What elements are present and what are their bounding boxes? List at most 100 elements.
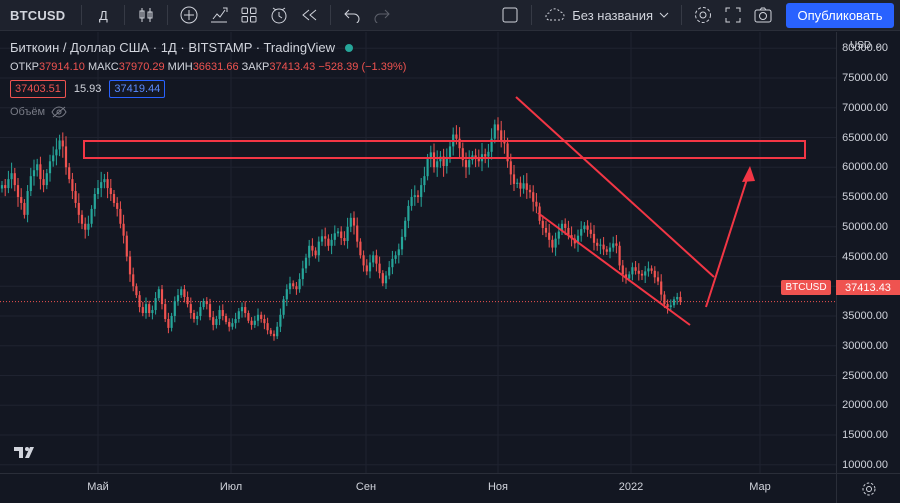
candle-body (442, 156, 445, 167)
candle-body (359, 241, 362, 256)
candle-body (327, 238, 330, 246)
high-label: МАКС (87, 61, 119, 73)
time-scale[interactable]: Май Июл Сен Ноя 2022 Мар (0, 473, 836, 503)
price-scale[interactable]: 80000.00 75000.00 70000.00 65000.00 60000.00… (836, 32, 900, 473)
indicators-plus-icon[interactable] (174, 0, 204, 31)
candle-body (413, 195, 416, 197)
candle-body (596, 242, 599, 246)
candle-body (112, 194, 116, 203)
instrument-title: Биткоин / Доллар США · 1Д · BITSTAMP · T… (10, 40, 335, 55)
candle-body (122, 223, 125, 236)
replay-rewind-icon[interactable] (294, 0, 324, 31)
candle-body (372, 255, 375, 263)
candle-body (279, 314, 282, 327)
candle-body (42, 179, 45, 186)
candle-body (490, 138, 493, 152)
candle-body (253, 320, 256, 325)
candle-body (71, 179, 74, 192)
candle-body (522, 183, 525, 189)
candle-body (599, 244, 602, 246)
currency-selector[interactable]: USD ⌄ (850, 40, 882, 51)
candle-body (349, 217, 352, 227)
candle-body (0, 185, 4, 189)
redo-icon[interactable] (367, 0, 397, 31)
candle-body (100, 182, 103, 189)
candle-body (96, 188, 100, 195)
candle-body (218, 310, 221, 319)
time-tick-label: Май (87, 481, 109, 493)
buy-price-button[interactable]: 37419.44 (109, 80, 166, 98)
toolbar-divider (681, 5, 682, 25)
candle-body (608, 247, 612, 252)
fullscreen-icon[interactable] (718, 0, 748, 31)
candle-body (458, 138, 461, 149)
time-tick-label: 2022 (618, 481, 644, 493)
open-label: ОТКР (10, 61, 40, 73)
candle-body (576, 235, 580, 244)
candle-body (48, 161, 52, 174)
candle-body (362, 255, 365, 266)
candle-body (247, 313, 250, 321)
candle-body (208, 304, 212, 318)
forecast-arrow-head (742, 166, 755, 182)
candle-body (228, 321, 231, 327)
forecast-arrow-line (705, 175, 749, 308)
settings-gear-icon[interactable] (688, 0, 718, 31)
candle-body (125, 235, 128, 257)
candle-body (503, 141, 506, 144)
publish-button[interactable]: Опубликовать (786, 3, 894, 28)
candle-body (400, 236, 404, 250)
candle-body (109, 188, 112, 195)
toolbar-divider (81, 5, 83, 25)
candle-body (212, 317, 215, 325)
candle-body (621, 265, 624, 275)
candle-body (304, 257, 308, 269)
eye-hidden-icon[interactable] (51, 106, 67, 118)
candle-body (16, 185, 20, 197)
candle-body (320, 236, 324, 242)
candle-body (516, 182, 519, 184)
price-chart[interactable] (0, 32, 836, 473)
layout-checkbox-icon[interactable] (495, 0, 525, 31)
candle-body (612, 243, 615, 248)
chart-style-candles-icon[interactable] (131, 0, 161, 31)
undo-icon[interactable] (337, 0, 367, 31)
candle-body (237, 311, 240, 319)
candle-body (464, 160, 468, 168)
symbol-search-button[interactable]: BTCUSD (10, 7, 66, 23)
interval-button[interactable]: Д (98, 7, 108, 23)
candle-body (544, 227, 548, 233)
gear-icon[interactable] (861, 481, 877, 497)
alert-clock-icon[interactable] (264, 0, 294, 31)
candle-body (87, 223, 90, 230)
candle-body (378, 263, 381, 274)
layout-name-menu[interactable]: Без названия (538, 8, 675, 23)
sell-price-button[interactable]: 37403.51 (10, 80, 66, 98)
indicators-chart-icon[interactable] (204, 0, 234, 31)
candle-body (461, 148, 464, 161)
candle-body (477, 158, 480, 162)
scale-settings-corner[interactable] (836, 473, 900, 503)
candle-body (180, 289, 183, 296)
candle-body (144, 304, 148, 314)
candle-body (602, 244, 605, 250)
price-tick-label: 15000.00 (842, 429, 888, 441)
candle-body (650, 268, 653, 271)
candle-body (119, 208, 122, 224)
legend-title-row: Биткоин / Доллар США · 1Д · BITSTAMP · T… (10, 40, 406, 55)
candle-body (519, 182, 522, 189)
candle-body (375, 255, 378, 264)
candle-body (666, 304, 669, 308)
candle-body (68, 167, 71, 180)
templates-grid-icon[interactable] (234, 0, 264, 31)
candle-body (429, 152, 432, 159)
price-tick-label: 20000.00 (842, 399, 888, 412)
candle-body (663, 294, 666, 305)
candle-body (276, 326, 279, 337)
candle-body (423, 176, 426, 186)
candle-body (381, 273, 384, 284)
candle-body (426, 158, 429, 177)
candle-body (336, 231, 340, 234)
camera-screenshot-icon[interactable] (748, 0, 778, 31)
candle-body (384, 275, 388, 284)
